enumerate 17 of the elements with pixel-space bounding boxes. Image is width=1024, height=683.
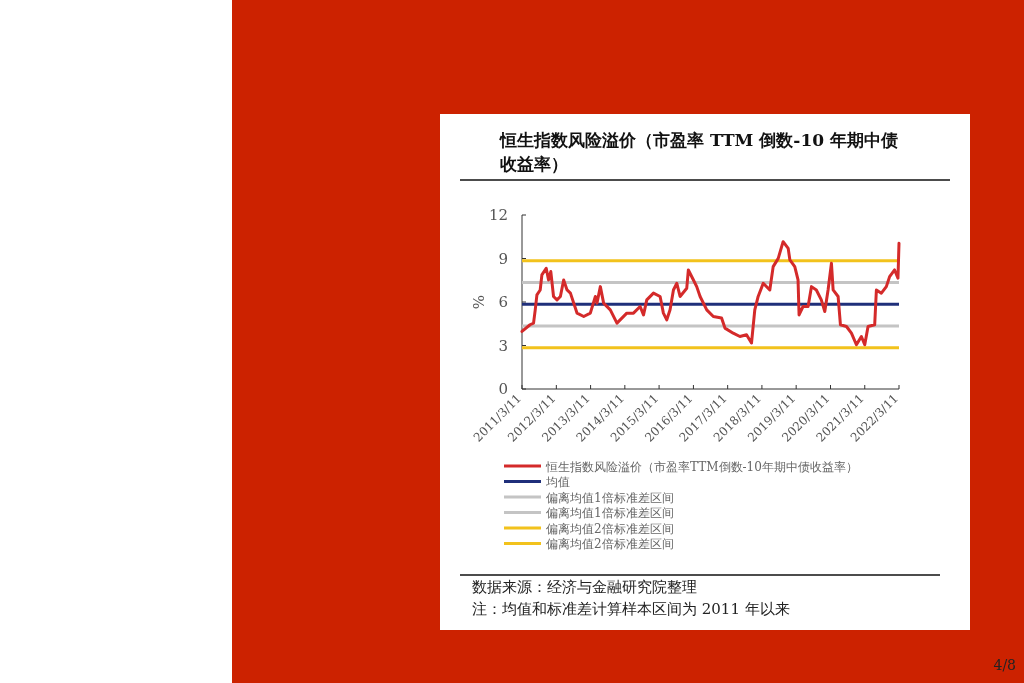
y-tick-label: 12 [488,206,508,224]
line-series [520,240,901,347]
text: 注：均值和标准差计算样本区间为 2011 年以来 [472,600,790,618]
chart-title: 恒生指数风险溢价（市盈率 TTM 倒数-10 年期中债收益率） [499,130,898,174]
y-tick-label: 0 [498,380,508,398]
source-note: 数据来源：经济与金融研究院整理 [472,578,697,596]
legend-label: 偏离均值1倍标准差区间 [546,490,674,505]
legend-label: 恒生指数风险溢价（市盈率TTM倒数-10年期中债收益率） [545,459,858,474]
y-tick-label: 3 [498,336,508,355]
text: 4/8 [993,657,1016,673]
legend-label: 偏离均值1倍标准差区间 [546,506,674,520]
legend-label: 偏离均值2倍标准差区间 [546,537,674,551]
legend-label: 均值 [545,475,570,489]
y-tick-label: 6 [498,293,508,311]
y-tick-label: 9 [498,249,508,268]
y-axis-title: % [470,294,488,310]
legend-label: 偏离均值2倍标准差区间 [546,521,674,536]
